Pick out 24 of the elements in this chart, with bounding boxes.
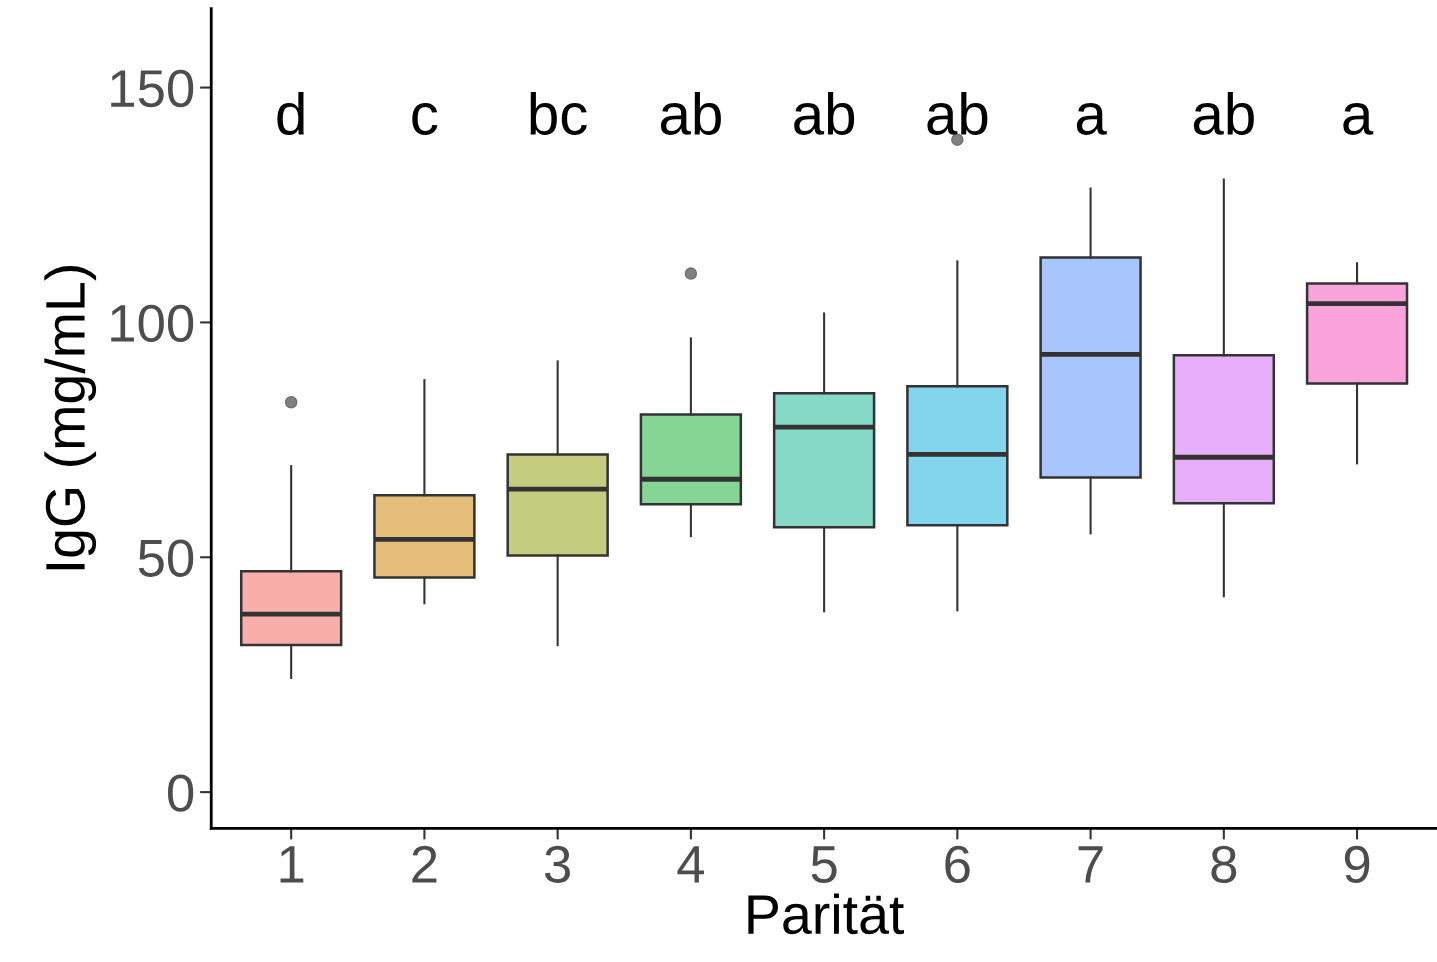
- annotation: bc: [530, 92, 587, 135]
- y-tick-label: 150: [111, 69, 194, 108]
- x-tick-label: 1: [280, 846, 304, 883]
- x-tick-label: 5: [811, 846, 837, 884]
- x-tick-label: 9: [1344, 845, 1370, 884]
- annotation: ab: [794, 92, 855, 135]
- annotation: a: [1343, 103, 1374, 135]
- annotation: c: [412, 103, 438, 135]
- x-tick-label: 2: [412, 845, 437, 883]
- x-tick-label: 3: [544, 845, 571, 884]
- y-axis-title: IgG (mg/mL): [44, 266, 97, 570]
- x-tick-label: 8: [1211, 845, 1237, 884]
- annotation: ab: [660, 92, 721, 135]
- x-tick-label: 6: [945, 845, 970, 884]
- y-tick-label: 50: [138, 539, 194, 577]
- annotation: ab: [927, 92, 988, 135]
- annotation: ab: [1193, 92, 1254, 135]
- annotation: a: [1076, 103, 1107, 135]
- x-tick-label: 7: [1078, 846, 1103, 883]
- y-tick-label: 100: [111, 304, 194, 343]
- y-tick-label: 0: [167, 774, 194, 812]
- annotation: d: [277, 92, 304, 135]
- x-axis-title: Parität: [748, 893, 904, 935]
- x-tick-label: 4: [677, 846, 705, 883]
